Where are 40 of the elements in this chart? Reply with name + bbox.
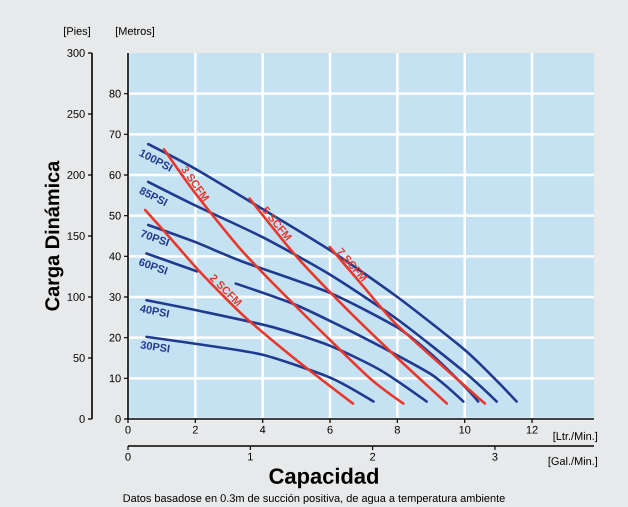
x-tick-label: 8 bbox=[394, 426, 400, 434]
y2-tick-label: 50 bbox=[109, 212, 121, 220]
y2-tick-label: 70 bbox=[110, 130, 121, 138]
y-tick-label: 50 bbox=[73, 354, 85, 362]
x-tick-label: 0 bbox=[125, 426, 131, 434]
y-tick-label: 100 bbox=[68, 293, 85, 301]
y-tick-label: 150 bbox=[68, 232, 85, 240]
y-tick-label: 250 bbox=[67, 110, 85, 118]
y-tick-label: 300 bbox=[67, 49, 85, 57]
y-tick-label: 200 bbox=[67, 171, 85, 179]
text: 40PSI bbox=[140, 305, 170, 318]
text: [Pies] bbox=[64, 26, 90, 38]
y2-tick-label: 20 bbox=[110, 334, 121, 342]
x-tick-label: 2 bbox=[192, 426, 198, 434]
y2-tick-label: 80 bbox=[109, 90, 121, 98]
x-tick-label: 10 bbox=[459, 426, 470, 434]
line-series bbox=[328, 246, 486, 405]
text: [Ltr./Min.] bbox=[554, 432, 598, 442]
x2-tick-label: 0 bbox=[125, 452, 131, 461]
text: [Metros] bbox=[116, 26, 154, 38]
y-tick-label: 0 bbox=[79, 415, 85, 423]
x-tick-label: 12 bbox=[526, 426, 538, 434]
y2-tick-label: 60 bbox=[110, 171, 121, 179]
text: 60PSI bbox=[139, 258, 168, 275]
text: 30PSI bbox=[140, 341, 170, 352]
x2-tick-label: 3 bbox=[492, 452, 498, 461]
x-tick-label: 4 bbox=[260, 426, 266, 434]
x2-tick-label: 2 bbox=[370, 452, 376, 461]
x-axis-title: Capacidad bbox=[269, 468, 378, 488]
text: [Gal./Min.] bbox=[548, 456, 598, 468]
text: Datos basadose en 0.3m de succión positiva, de agua a temperatura ambiente bbox=[124, 494, 505, 504]
y2-tick-label: 30 bbox=[109, 293, 121, 301]
text: 70PSI bbox=[141, 229, 170, 246]
y2-tick-label: 40 bbox=[109, 252, 121, 260]
x-tick-label: 6 bbox=[328, 426, 333, 434]
x2-tick-label: 1 bbox=[248, 452, 253, 460]
y-axis-title: Carga Dinámica bbox=[44, 160, 64, 310]
y2-tick-label: 10 bbox=[110, 374, 121, 382]
line-series bbox=[248, 197, 448, 405]
y2-tick-label: 0 bbox=[115, 415, 121, 423]
